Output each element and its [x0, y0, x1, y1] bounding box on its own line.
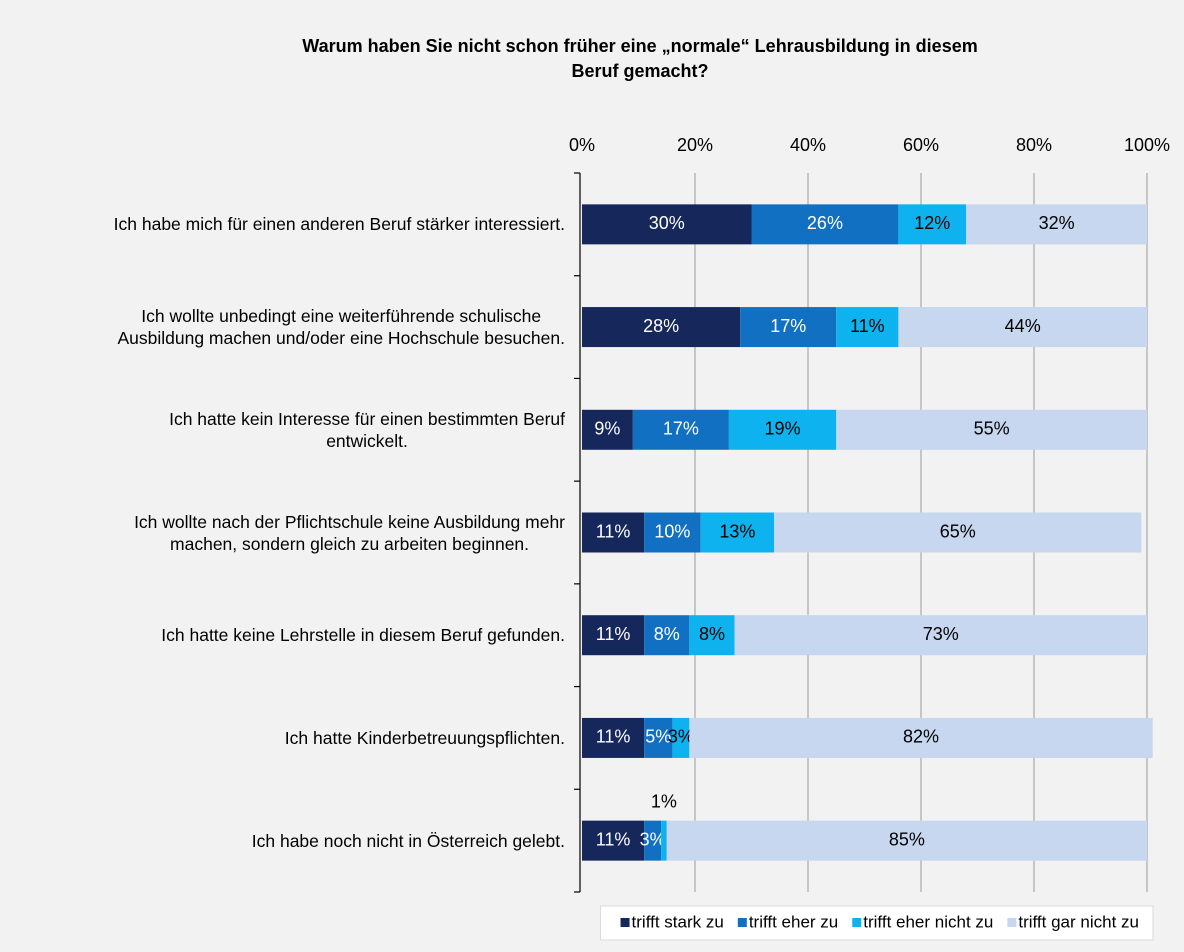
- data-label: 11%: [596, 521, 631, 541]
- data-label: 82%: [903, 727, 939, 747]
- data-label: 1%: [651, 791, 677, 811]
- data-label: 11%: [596, 624, 631, 644]
- bar-segment: [689, 615, 735, 656]
- data-label: 17%: [663, 419, 699, 439]
- bar-segment: [898, 204, 967, 245]
- category-label: Ich habe noch nicht in Österreich gelebt…: [251, 830, 565, 851]
- data-label: 3%: [640, 829, 666, 849]
- bar-segment: [661, 820, 667, 861]
- bar-segment: [689, 717, 1153, 758]
- bar-segment: [666, 820, 1147, 861]
- data-label: 26%: [807, 213, 843, 233]
- category-label: Ich hatte Kinderbetreuungspflichten.: [284, 727, 565, 748]
- bar-segment: [740, 307, 837, 348]
- data-label: 8%: [654, 624, 680, 644]
- bar-segment: [644, 615, 690, 656]
- x-tick-label: 80%: [1016, 135, 1052, 155]
- bar-segment: [774, 512, 1142, 553]
- data-label: 85%: [889, 829, 925, 849]
- data-label: 9%: [594, 419, 620, 439]
- category-label: Ich hatte kein Interesse für einen besti…: [169, 408, 565, 451]
- data-label: 32%: [1039, 213, 1075, 233]
- bar-segment: [898, 307, 1147, 348]
- data-label: 17%: [770, 316, 806, 336]
- legend-label: trifft eher nicht zu: [863, 912, 993, 931]
- data-label: 28%: [643, 316, 679, 336]
- legend-box: [600, 905, 1154, 941]
- bar-segment: [836, 307, 899, 348]
- chart-title: Warum haben Sie nicht schon früher eine …: [302, 36, 978, 81]
- bar-segment: [582, 512, 645, 553]
- bar-segment: [836, 409, 1147, 450]
- bar-segment: [644, 717, 673, 758]
- x-tick-label: 20%: [677, 135, 713, 155]
- bar-segment: [644, 820, 662, 861]
- legend-label: trifft eher zu: [749, 912, 838, 931]
- data-label: 8%: [699, 624, 725, 644]
- bar-segment: [751, 204, 899, 245]
- data-label: 65%: [940, 521, 976, 541]
- legend-label: trifft stark zu: [632, 912, 724, 931]
- bar-segment: [728, 409, 837, 450]
- bar-segment: [644, 512, 701, 553]
- data-label: 73%: [923, 624, 959, 644]
- bar-segment: [582, 307, 741, 348]
- bar-segment: [582, 820, 645, 861]
- bar-segment: [582, 204, 752, 245]
- x-tick-label: 40%: [790, 135, 826, 155]
- data-label: 30%: [649, 213, 685, 233]
- data-label: 11%: [850, 316, 885, 336]
- category-label: Ich hatte keine Lehrstelle in diesem Ber…: [161, 625, 565, 646]
- data-label: 55%: [974, 419, 1010, 439]
- legend-swatch: [737, 918, 747, 927]
- category-label: Ich habe mich für einen anderen Beruf st…: [113, 214, 565, 235]
- legend: trifft stark zu trifft eher zu trifft eher…: [620, 912, 1139, 931]
- bar-segment: [582, 615, 645, 656]
- category-label: Ich wollte nach der Pflichtschule keine …: [134, 511, 565, 554]
- bar-segment: [734, 615, 1147, 656]
- data-label: 3%: [668, 727, 694, 747]
- legend-swatch: [852, 918, 862, 927]
- bar-segment: [582, 717, 645, 758]
- legend-swatch: [1007, 918, 1017, 927]
- bar-segment: [672, 717, 690, 758]
- bar-segment: [966, 204, 1147, 245]
- bar-segment: [632, 409, 729, 450]
- legend-label: trifft gar nicht zu: [1018, 912, 1139, 931]
- x-tick-label: 60%: [903, 135, 939, 155]
- data-label: 13%: [719, 521, 755, 541]
- data-label: 5%: [645, 727, 671, 747]
- data-label: 12%: [914, 213, 950, 233]
- x-tick-label: 0%: [569, 135, 595, 155]
- data-label: 44%: [1005, 316, 1041, 336]
- x-tick-label: 100%: [1124, 135, 1170, 155]
- data-label: 11%: [596, 829, 631, 849]
- bar-segment: [582, 409, 633, 450]
- category-label: Ich wollte unbedingt eine weiterführende…: [117, 306, 565, 349]
- bar-segment: [700, 512, 775, 553]
- data-label: 10%: [654, 521, 690, 541]
- legend-swatch: [620, 918, 630, 927]
- data-label: 19%: [765, 419, 801, 439]
- data-label: 11%: [596, 727, 631, 747]
